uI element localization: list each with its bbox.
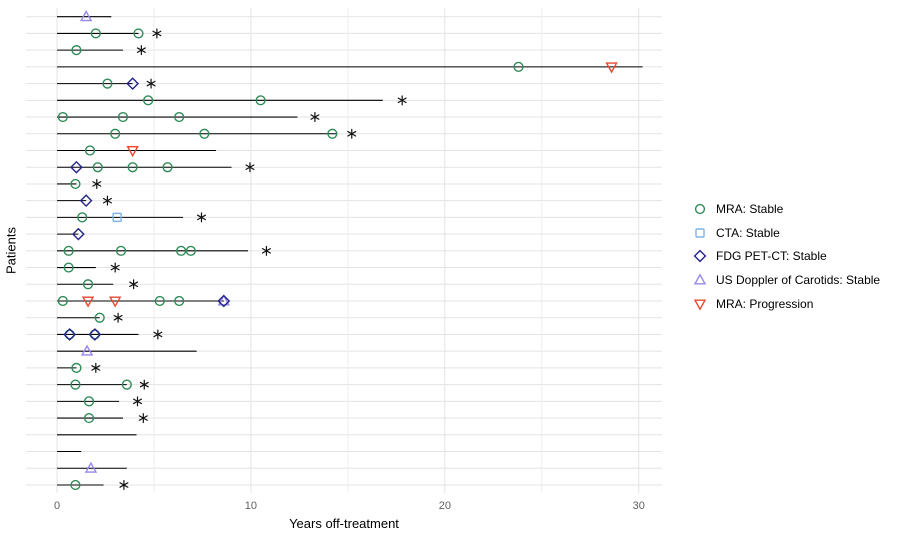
event-marker-mra_stable — [133, 28, 144, 39]
censor-asterisk — [119, 479, 129, 490]
event-marker-us_stable — [80, 344, 94, 356]
event-marker-mra_stable — [174, 111, 185, 123]
event-marker-mra_stable — [117, 111, 129, 123]
legend-marker-mra_stable — [694, 203, 706, 214]
event-marker-us_stable — [84, 461, 98, 473]
legend-marker-us_stable — [693, 273, 707, 285]
legend-item-label: FDG PET-CT: Stable — [716, 249, 827, 264]
censor-asterisk — [261, 245, 271, 256]
event-marker-mra_stable — [70, 178, 81, 190]
event-marker-mra_stable — [185, 245, 196, 256]
event-marker-mra_stable — [115, 245, 127, 256]
event-marker-mra_progression — [109, 296, 122, 308]
x-tick-label: 20 — [439, 500, 451, 512]
legend-item-fdg_stable: FDG PET-CT: Stable — [693, 244, 880, 268]
event-marker-mra_progression — [81, 296, 95, 308]
event-marker-mra_stable — [64, 329, 75, 340]
event-marker-mra_stable — [77, 212, 88, 223]
event-marker-mra_stable — [176, 245, 187, 256]
legend-marker-mra_progression — [693, 299, 707, 311]
censor-asterisk — [153, 329, 163, 340]
censor-asterisk — [196, 212, 206, 223]
event-marker-mra_stable — [143, 95, 154, 106]
event-marker-mra_stable — [127, 162, 138, 173]
event-marker-mra_stable — [327, 128, 338, 139]
event-marker-mra_progression — [126, 145, 139, 158]
censor-asterisk — [397, 95, 407, 106]
event-marker-mra_stable — [174, 295, 185, 307]
x-tick-label: 10 — [245, 500, 257, 512]
censor-asterisk — [139, 379, 149, 390]
event-marker-fdg_stable — [70, 160, 83, 174]
event-marker-mra_stable — [199, 128, 210, 139]
event-marker-mra_stable — [92, 162, 103, 173]
event-marker-us_stable — [79, 10, 93, 22]
censor-asterisk — [132, 396, 142, 407]
event-marker-mra_stable — [83, 396, 95, 407]
legend-item-cta_stable: CTA: Stable — [693, 221, 880, 245]
censor-asterisk — [129, 279, 139, 290]
event-marker-mra_stable — [71, 362, 82, 374]
event-marker-mra_stable — [255, 95, 266, 106]
event-marker-mra_stable — [57, 295, 68, 307]
event-marker-mra_stable — [89, 329, 100, 340]
censor-asterisk — [146, 78, 156, 89]
x-tick-label: 30 — [633, 500, 645, 512]
event-marker-mra_stable — [84, 145, 96, 156]
event-marker-mra_stable — [110, 128, 121, 139]
censor-asterisk — [245, 162, 255, 173]
censor-asterisk — [347, 128, 357, 139]
legend-item-label: US Doppler of Carotids: Stable — [716, 272, 881, 287]
event-marker-mra_stable — [94, 312, 105, 323]
censor-asterisk — [138, 413, 148, 424]
legend-item-mra_stable: MRA: Stable — [693, 197, 880, 221]
event-marker-fdg_stable — [79, 194, 93, 208]
legend-item-label: MRA: Stable — [716, 201, 784, 216]
event-marker-mra_progression — [605, 62, 618, 74]
event-marker-fdg_stable — [126, 77, 140, 90]
event-marker-fdg_stable — [71, 227, 85, 241]
censor-asterisk — [152, 28, 162, 39]
censor-asterisk — [91, 362, 101, 373]
censor-asterisk — [136, 45, 146, 56]
event-marker-mra_stable — [63, 262, 74, 273]
event-marker-mra_stable — [70, 479, 81, 491]
event-marker-mra_stable — [90, 28, 101, 39]
event-marker-cta_stable — [112, 212, 122, 223]
legend-item-mra_progression: MRA: Progression — [693, 292, 880, 316]
event-marker-fdg_stable — [217, 294, 231, 308]
event-marker-mra_stable — [121, 379, 132, 390]
legend-marker-cta_stable — [695, 227, 705, 238]
event-marker-fdg_stable — [88, 328, 102, 341]
event-marker-mra_stable — [162, 162, 173, 173]
censor-asterisk — [113, 312, 123, 323]
event-marker-mra_stable — [71, 45, 82, 56]
event-marker-us_stable — [217, 294, 230, 306]
x-tick-label: 0 — [54, 500, 60, 512]
event-marker-mra_stable — [57, 111, 68, 123]
censor-asterisk — [102, 195, 112, 206]
legend-item-label: CTA: Stable — [716, 225, 780, 240]
censor-asterisk — [310, 112, 320, 123]
event-marker-mra_stable — [83, 412, 95, 424]
legend-item-us_stable: US Doppler of Carotids: Stable — [693, 268, 880, 292]
event-marker-mra_stable — [82, 279, 94, 290]
legend-marker-fdg_stable — [693, 249, 707, 263]
event-marker-fdg_stable — [63, 328, 77, 341]
event-marker-mra_stable — [102, 78, 113, 89]
censor-asterisk — [92, 178, 102, 189]
y-axis-title: Patients — [3, 227, 19, 274]
event-marker-mra_stable — [513, 61, 524, 72]
x-axis-title: Years off-treatment — [289, 516, 399, 531]
event-marker-mra_stable — [70, 379, 81, 390]
censor-asterisk — [110, 262, 120, 273]
legend: MRA: Stable CTA: Stable FDG PET-CT: Stable… — [693, 197, 880, 315]
event-marker-mra_stable — [63, 245, 74, 256]
legend-item-label: MRA: Progression — [716, 296, 814, 311]
event-marker-mra_stable — [154, 295, 165, 307]
